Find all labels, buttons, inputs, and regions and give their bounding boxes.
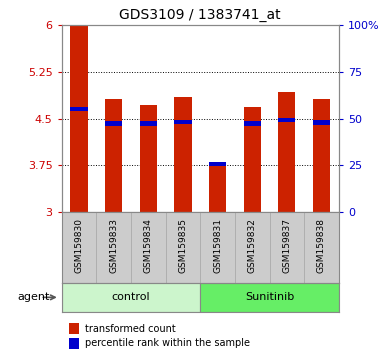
Bar	[139, 105, 157, 212]
Bar	[105, 98, 122, 212]
Bar	[278, 92, 295, 212]
Text: GSM159835: GSM159835	[178, 218, 187, 273]
Bar	[174, 97, 191, 212]
Text: GSM159833: GSM159833	[109, 218, 118, 273]
Text: Sunitinib: Sunitinib	[245, 292, 294, 302]
Bar	[139, 121, 157, 126]
Bar	[62, 283, 200, 312]
Bar	[70, 25, 88, 212]
Bar	[278, 118, 295, 122]
Bar	[174, 120, 191, 124]
Bar	[209, 162, 226, 166]
Text: agent: agent	[18, 292, 50, 302]
Text: percentile rank within the sample: percentile rank within the sample	[85, 338, 250, 348]
Bar	[70, 107, 88, 112]
Text: GSM159838: GSM159838	[317, 218, 326, 273]
Text: GSM159837: GSM159837	[282, 218, 291, 273]
Bar	[105, 121, 122, 126]
Bar	[243, 121, 261, 126]
Text: GSM159834: GSM159834	[144, 218, 153, 273]
Title: GDS3109 / 1383741_at: GDS3109 / 1383741_at	[119, 8, 281, 22]
Bar	[313, 98, 330, 212]
Text: GSM159831: GSM159831	[213, 218, 222, 273]
Bar	[313, 120, 330, 125]
Bar	[243, 107, 261, 212]
Bar	[200, 283, 339, 312]
Text: GSM159832: GSM159832	[248, 218, 257, 273]
Text: control: control	[112, 292, 150, 302]
Bar	[209, 165, 226, 212]
Text: transformed count: transformed count	[85, 324, 176, 333]
Text: GSM159830: GSM159830	[74, 218, 84, 273]
